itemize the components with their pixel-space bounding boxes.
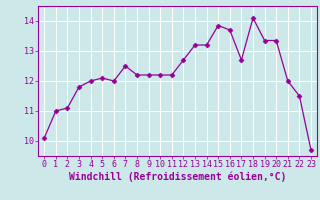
- X-axis label: Windchill (Refroidissement éolien,°C): Windchill (Refroidissement éolien,°C): [69, 172, 286, 182]
